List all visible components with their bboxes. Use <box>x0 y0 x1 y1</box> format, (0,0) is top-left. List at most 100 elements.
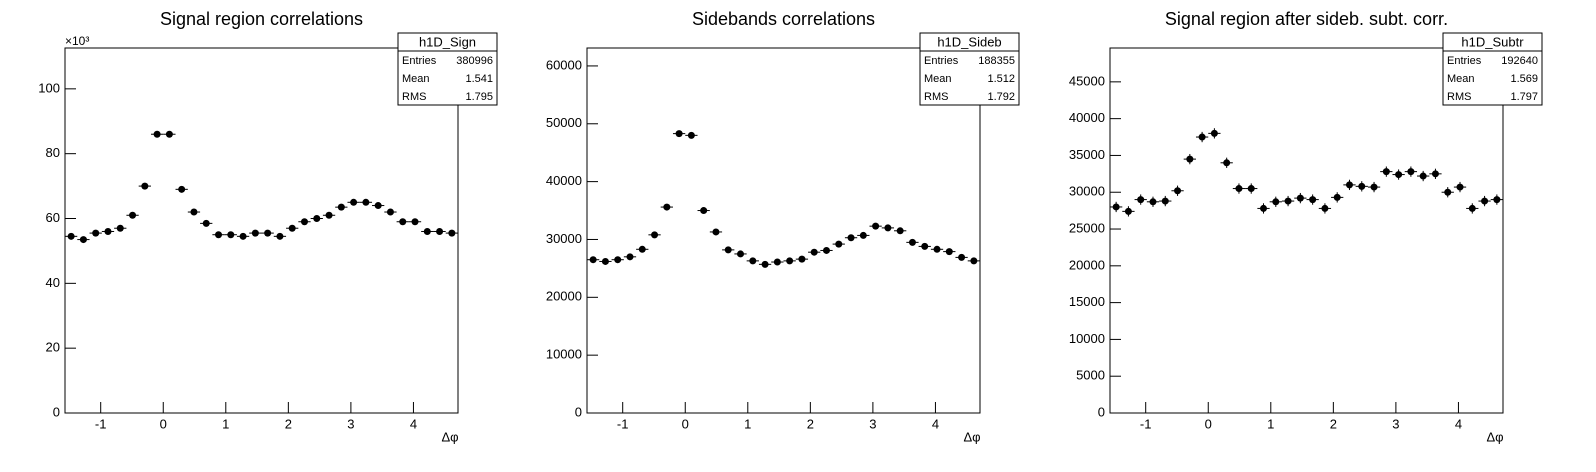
x-tick-label: 1 <box>222 416 229 431</box>
data-point <box>116 224 124 232</box>
data-point <box>712 228 720 236</box>
data-point <box>239 232 247 240</box>
y-tick-label: 60000 <box>546 57 582 72</box>
stats-value: 380996 <box>456 55 493 67</box>
data-point <box>589 256 597 264</box>
data-point <box>1124 207 1132 215</box>
x-tick-label: 0 <box>682 416 689 431</box>
data-point <box>1198 133 1206 141</box>
data-point <box>1186 155 1194 163</box>
y-tick-label: 20000 <box>1069 257 1105 272</box>
plot-frame <box>586 47 981 414</box>
y-tick-label: 5000 <box>1076 368 1105 383</box>
y-tick-label: 15000 <box>1069 294 1105 309</box>
data-point <box>835 240 843 248</box>
data-point <box>724 246 732 254</box>
x-tick-label: 2 <box>1330 416 1337 431</box>
x-tick-label: 4 <box>410 416 417 431</box>
data-point <box>933 245 941 253</box>
data-point <box>300 218 308 226</box>
x-tick-label: 3 <box>1392 416 1399 431</box>
data-point <box>1272 198 1280 206</box>
data-point <box>276 232 284 240</box>
data-point <box>1431 170 1439 178</box>
stats-label: Mean <box>402 73 430 85</box>
data-point <box>79 236 87 244</box>
data-point <box>251 229 259 237</box>
x-tick-label: 3 <box>347 416 354 431</box>
data-point <box>859 231 867 239</box>
data-point <box>67 232 75 240</box>
data-point <box>958 253 966 261</box>
data-point <box>423 227 431 235</box>
data-point <box>448 229 456 237</box>
data-point <box>141 182 149 190</box>
data-point <box>884 224 892 232</box>
data-point <box>165 130 173 138</box>
stats-name: h1D_Sign <box>419 34 476 49</box>
x-tick-label: 0 <box>160 416 167 431</box>
x-tick-label: 0 <box>1205 416 1212 431</box>
stats-value: 1.541 <box>465 73 493 85</box>
data-point <box>1223 159 1231 167</box>
stats-label: RMS <box>924 91 948 103</box>
data-point <box>1370 183 1378 191</box>
data-point <box>1235 185 1243 193</box>
y-tick-label: 25000 <box>1069 220 1105 235</box>
x-tick-label: 3 <box>869 416 876 431</box>
y-tick-label: 50000 <box>546 115 582 130</box>
data-point <box>215 231 223 239</box>
stats-value: 1.569 <box>1510 73 1538 85</box>
data-point <box>1444 188 1452 196</box>
stats-label: Entries <box>1447 55 1482 67</box>
data-point <box>1395 171 1403 179</box>
x-axis-label: Δφ <box>963 429 980 444</box>
data-point <box>700 207 708 215</box>
y-tick-label: 0 <box>1098 404 1105 419</box>
data-point <box>104 227 112 235</box>
y-tick-label: 30000 <box>1069 184 1105 199</box>
y-tick-label: 45000 <box>1069 73 1105 88</box>
y-tick-label: 40000 <box>546 173 582 188</box>
data-point <box>374 202 382 210</box>
stats-value: 1.792 <box>987 91 1015 103</box>
chart-title: Sidebands correlations <box>692 9 875 29</box>
data-point <box>921 242 929 250</box>
x-tick-label: 1 <box>1267 416 1274 431</box>
data-point <box>798 255 806 263</box>
data-point <box>1468 204 1476 212</box>
data-point <box>896 227 904 235</box>
chart-title: Signal region correlations <box>160 9 363 29</box>
data-point <box>288 224 296 232</box>
y-tick-label: 0 <box>53 404 60 419</box>
data-point <box>190 208 198 216</box>
data-point <box>1149 198 1157 206</box>
data-point <box>337 203 345 211</box>
data-point <box>970 257 978 265</box>
data-point <box>1382 168 1390 176</box>
plot-frame <box>1109 47 1504 414</box>
y-tick-label: 40 <box>46 275 60 290</box>
stats-value: 188355 <box>978 55 1015 67</box>
data-point <box>92 229 100 237</box>
stats-label: RMS <box>1447 91 1471 103</box>
stats-value: 192640 <box>1501 55 1538 67</box>
data-point <box>264 229 272 237</box>
x-tick-label: 2 <box>285 416 292 431</box>
data-point <box>411 218 419 226</box>
data-point <box>822 246 830 254</box>
data-point <box>227 231 235 239</box>
data-point <box>1333 193 1341 201</box>
y-tick-label: 40000 <box>1069 110 1105 125</box>
y-tick-label: 80 <box>46 145 60 160</box>
x-axis-label: Δφ <box>441 429 458 444</box>
data-point <box>687 131 695 139</box>
y-tick-label: 0 <box>575 404 582 419</box>
stats-box <box>1442 32 1543 106</box>
data-point <box>651 231 659 239</box>
data-point <box>399 218 407 226</box>
x-axis-label: Δφ <box>1486 429 1503 444</box>
data-point <box>1309 196 1317 204</box>
data-point <box>1247 185 1255 193</box>
